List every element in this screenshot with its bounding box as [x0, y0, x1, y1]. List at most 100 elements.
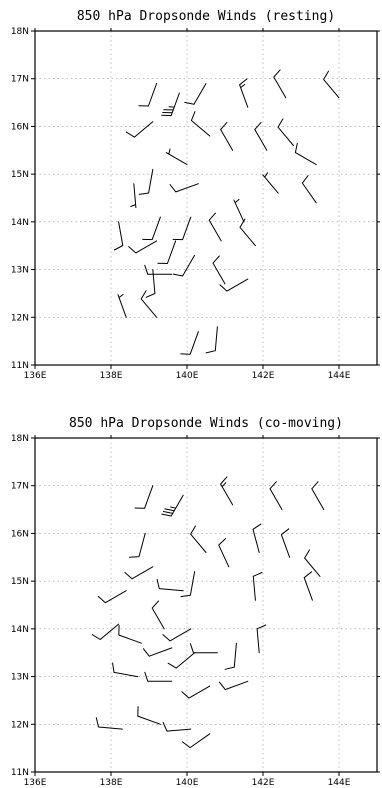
x-tick-label: 138E [100, 371, 123, 381]
chart-title: 850 hPa Dropsonde Winds (co-moving) [69, 416, 343, 431]
wind-barb [239, 78, 249, 108]
x-tick-label: 136E [24, 778, 47, 788]
wind-barb [304, 549, 321, 577]
y-tick-label: 15N [11, 170, 29, 180]
wind-barb [145, 269, 156, 298]
wind-barb [142, 647, 173, 657]
y-tick-label: 13N [11, 266, 29, 276]
wind-barb [311, 481, 325, 511]
y-tick-label: 16N [11, 529, 29, 539]
wind-barb [219, 278, 249, 292]
wind-barb [138, 83, 158, 107]
x-tick-label: 138E [100, 778, 123, 788]
wind-barb [180, 571, 196, 598]
wind-barb [218, 538, 230, 568]
wind-barb [151, 600, 165, 630]
wind-barb [172, 254, 196, 277]
wind-barb [95, 717, 123, 730]
wind-barb [138, 168, 154, 195]
y-tick-label: 11N [11, 361, 29, 371]
wind-barb [254, 121, 268, 151]
wind-barb [91, 623, 120, 640]
x-tick-label: 142E [252, 371, 275, 381]
y-tick-label: 14N [11, 218, 29, 228]
wind-barb [212, 255, 226, 285]
y-tick-label: 15N [11, 577, 29, 587]
y-tick-label: 12N [11, 313, 29, 323]
wind-barb [161, 92, 180, 117]
x-tick-label: 144E [328, 371, 351, 381]
y-tick-label: 18N [11, 434, 29, 444]
wind-barb [125, 121, 154, 138]
wind-barb [301, 175, 317, 204]
y-tick-label: 11N [11, 768, 29, 778]
y-tick-label: 13N [11, 673, 29, 683]
wind-barb [180, 331, 199, 355]
wind-barb [239, 218, 256, 247]
wind-barb [189, 643, 218, 654]
y-tick-label: 14N [11, 625, 29, 635]
wind-barb [252, 523, 262, 553]
wind-barb [303, 571, 313, 601]
y-tick-label: 17N [11, 75, 29, 85]
wind-barb [165, 148, 188, 166]
wind-barb [113, 221, 124, 251]
plot-frame [34, 30, 378, 366]
wind-barb [161, 494, 184, 517]
wind-barb [256, 624, 267, 654]
chart-panel-2: 850 hPa Dropsonde Winds (co-moving)136E 1… [11, 416, 380, 788]
wind-barb [224, 642, 237, 670]
wind-barb [172, 216, 192, 241]
wind-barb [128, 240, 158, 254]
chart-title: 850 hPa Dropsonde Winds (resting) [77, 9, 335, 24]
wind-barb [280, 528, 291, 558]
x-tick-label: 144E [328, 778, 351, 788]
wind-barb [142, 216, 161, 241]
wind-barb [190, 111, 211, 137]
y-tick-label: 18N [11, 27, 29, 37]
wind-barb [182, 733, 211, 749]
x-tick-label: 140E [176, 778, 199, 788]
wind-barb [137, 706, 161, 725]
chart-panel-1: 850 hPa Dropsonde Winds (resting) 136E 138… [11, 9, 380, 381]
wind-barb [181, 685, 211, 699]
wind-barb [218, 680, 249, 691]
wind-barb [124, 566, 154, 580]
y-tick-label: 16N [11, 122, 29, 132]
wind-barb [162, 721, 192, 732]
x-tick-label: 136E [24, 371, 47, 381]
wind-barb [162, 628, 192, 642]
wind-barb [184, 83, 207, 105]
wind-barb [144, 264, 173, 275]
wind-barb [252, 572, 263, 601]
wind-barb [130, 183, 137, 209]
wind-barb [190, 525, 207, 553]
wind-barb [233, 198, 245, 223]
wind-barb [205, 326, 218, 354]
wind-barb [323, 70, 340, 99]
wind-barb [156, 578, 184, 592]
wind-barb [167, 652, 196, 669]
wind-barb [157, 240, 177, 264]
wind-barb [112, 662, 139, 678]
wind-barb [262, 172, 279, 194]
wind-barb [97, 590, 127, 604]
y-tick-label: 12N [11, 720, 29, 730]
wind-barb [140, 290, 158, 318]
wind-barb [273, 69, 287, 99]
wind-barb [118, 625, 142, 644]
wind-barb [129, 532, 146, 558]
wind-barb [269, 481, 283, 511]
wind-barb [220, 476, 234, 506]
wind-barb [117, 293, 127, 318]
wind-barb [208, 212, 222, 242]
wind-barb [134, 485, 154, 509]
wind-barb [169, 183, 199, 193]
x-tick-label: 140E [176, 371, 199, 381]
x-tick-label: 142E [252, 778, 275, 788]
wind-barb [220, 121, 234, 151]
plot-frame [34, 437, 378, 773]
wind-barb [144, 671, 173, 682]
y-tick-label: 17N [11, 482, 29, 492]
wind-barb [294, 142, 317, 166]
